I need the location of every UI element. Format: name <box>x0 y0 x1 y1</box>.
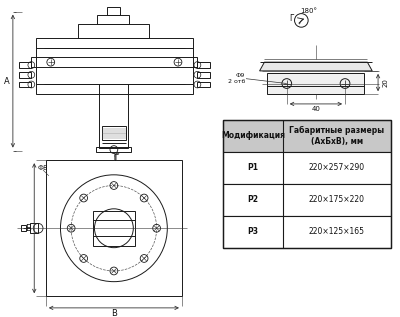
Bar <box>31 57 198 67</box>
Bar <box>223 184 391 216</box>
Bar <box>223 216 391 248</box>
Bar <box>223 120 391 152</box>
Text: Модификация: Модификация <box>221 132 285 140</box>
Text: Г: Г <box>114 153 119 162</box>
Bar <box>267 73 364 94</box>
Text: 220×257×290: 220×257×290 <box>309 163 365 172</box>
Text: 180°: 180° <box>301 8 318 14</box>
Bar <box>198 62 210 68</box>
Polygon shape <box>260 62 372 71</box>
Text: Ф8: Ф8 <box>38 165 48 171</box>
Bar <box>107 7 120 15</box>
Text: Р3: Р3 <box>248 227 258 236</box>
Bar <box>21 225 26 231</box>
Bar <box>198 81 210 87</box>
Text: Габаритные размеры
(АхБхВ), мм: Габаритные размеры (АхБхВ), мм <box>289 126 384 146</box>
Bar <box>19 72 31 78</box>
Bar <box>198 72 210 78</box>
Bar <box>46 160 182 296</box>
Bar <box>223 152 391 184</box>
Bar <box>96 147 131 152</box>
Text: 20: 20 <box>383 78 389 87</box>
Text: 220×175×220: 220×175×220 <box>309 195 365 204</box>
Text: Р1: Р1 <box>248 163 258 172</box>
Text: Р2: Р2 <box>248 195 258 204</box>
Bar <box>19 81 31 87</box>
Text: 220×125×165: 220×125×165 <box>309 227 365 236</box>
Bar <box>97 15 130 24</box>
Bar <box>99 85 128 148</box>
Bar <box>19 62 31 68</box>
Bar <box>78 24 149 38</box>
Text: 40: 40 <box>312 106 320 112</box>
Bar <box>223 120 391 248</box>
Text: Г: Г <box>289 14 294 23</box>
Text: 2 отб: 2 отб <box>228 79 245 84</box>
Bar <box>36 38 192 94</box>
Bar <box>102 126 126 140</box>
Text: В: В <box>111 309 117 317</box>
Bar <box>30 223 38 233</box>
Bar <box>92 211 135 246</box>
Text: Б: Б <box>26 224 31 233</box>
Text: Ф9: Ф9 <box>236 73 245 78</box>
Text: Г: Г <box>113 154 118 163</box>
Text: А: А <box>4 77 10 86</box>
